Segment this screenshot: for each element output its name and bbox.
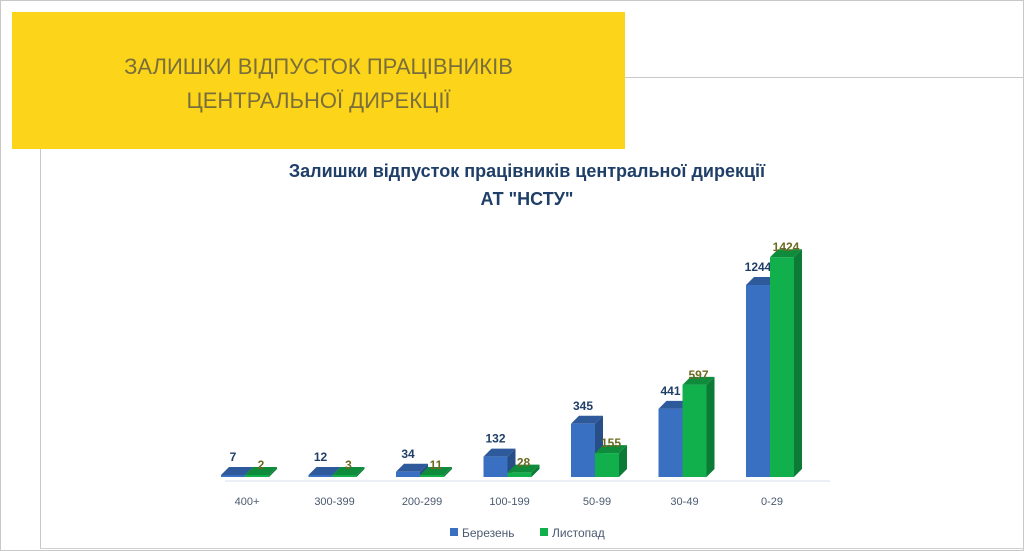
legend-label: Листопад [552,526,605,540]
bar-top [396,463,428,472]
title-banner: ЗАЛИШКИ ВІДПУСТОК ПРАЦІВНИКІВ ЦЕНТРАЛЬНО… [12,12,625,149]
bar-top [308,467,341,475]
bar-top [332,467,365,475]
legend-label: Березень [462,526,515,540]
data-label: 1424 [773,240,800,254]
bar-side [269,467,277,477]
data-label: 3 [345,458,352,472]
bar-side [444,467,452,477]
data-label: 11 [430,458,443,472]
bar-top [770,249,802,258]
chart-title: Залишки відпусток працівників центрально… [289,161,766,181]
data-label: 2 [258,458,265,472]
bar [332,475,357,477]
data-label: 28 [517,456,531,470]
data-label: 12 [314,450,328,464]
bar [396,471,420,477]
chart-subtitle: АТ "НСТУ" [481,189,574,209]
bar-top [483,448,516,457]
data-label: 345 [573,399,593,413]
x-tick-label: 0-29 [761,496,783,508]
legend-swatch [540,528,548,536]
bar [571,423,595,477]
bar-top [245,467,277,475]
legend-swatch [450,528,458,536]
bar-side [706,376,715,477]
bar [221,475,245,477]
x-tick-label: 100-199 [489,496,529,508]
data-label: 1244 [745,260,772,274]
data-label: 597 [688,368,708,382]
bar [507,472,532,477]
bar-side [531,464,540,477]
bar-top [221,467,253,475]
bar-top [420,467,452,475]
bar [746,285,770,477]
x-tick-label: 300-399 [314,496,354,508]
banner-title-line1: ЗАЛИШКИ ВІДПУСТОК ПРАЦІВНИКІВ [124,54,513,79]
bar-top [507,464,540,473]
bar-side [619,445,627,477]
x-tick-label: 30-49 [670,496,698,508]
x-tick-label: 200-299 [402,496,442,508]
x-tick-label: 400+ [235,496,260,508]
bar-top [571,415,603,424]
bar-top [682,376,715,385]
bar [682,384,707,477]
bar [770,257,794,477]
data-label: 155 [601,436,621,450]
bar [308,475,333,477]
bar-side [356,467,365,477]
data-label: 34 [401,447,415,461]
data-label: 132 [485,432,505,446]
data-label: 7 [230,450,237,464]
x-tick-label: 50-99 [583,496,611,508]
banner-title-line2: ЦЕНТРАЛЬНОЇ ДИРЕКЦІЇ [186,88,451,113]
bar-side [794,249,802,477]
bar-top [595,445,627,454]
bar [483,456,508,477]
bar [658,408,683,477]
bar [420,475,444,477]
bar [595,453,619,477]
bar [245,475,269,477]
data-label: 441 [660,384,680,398]
